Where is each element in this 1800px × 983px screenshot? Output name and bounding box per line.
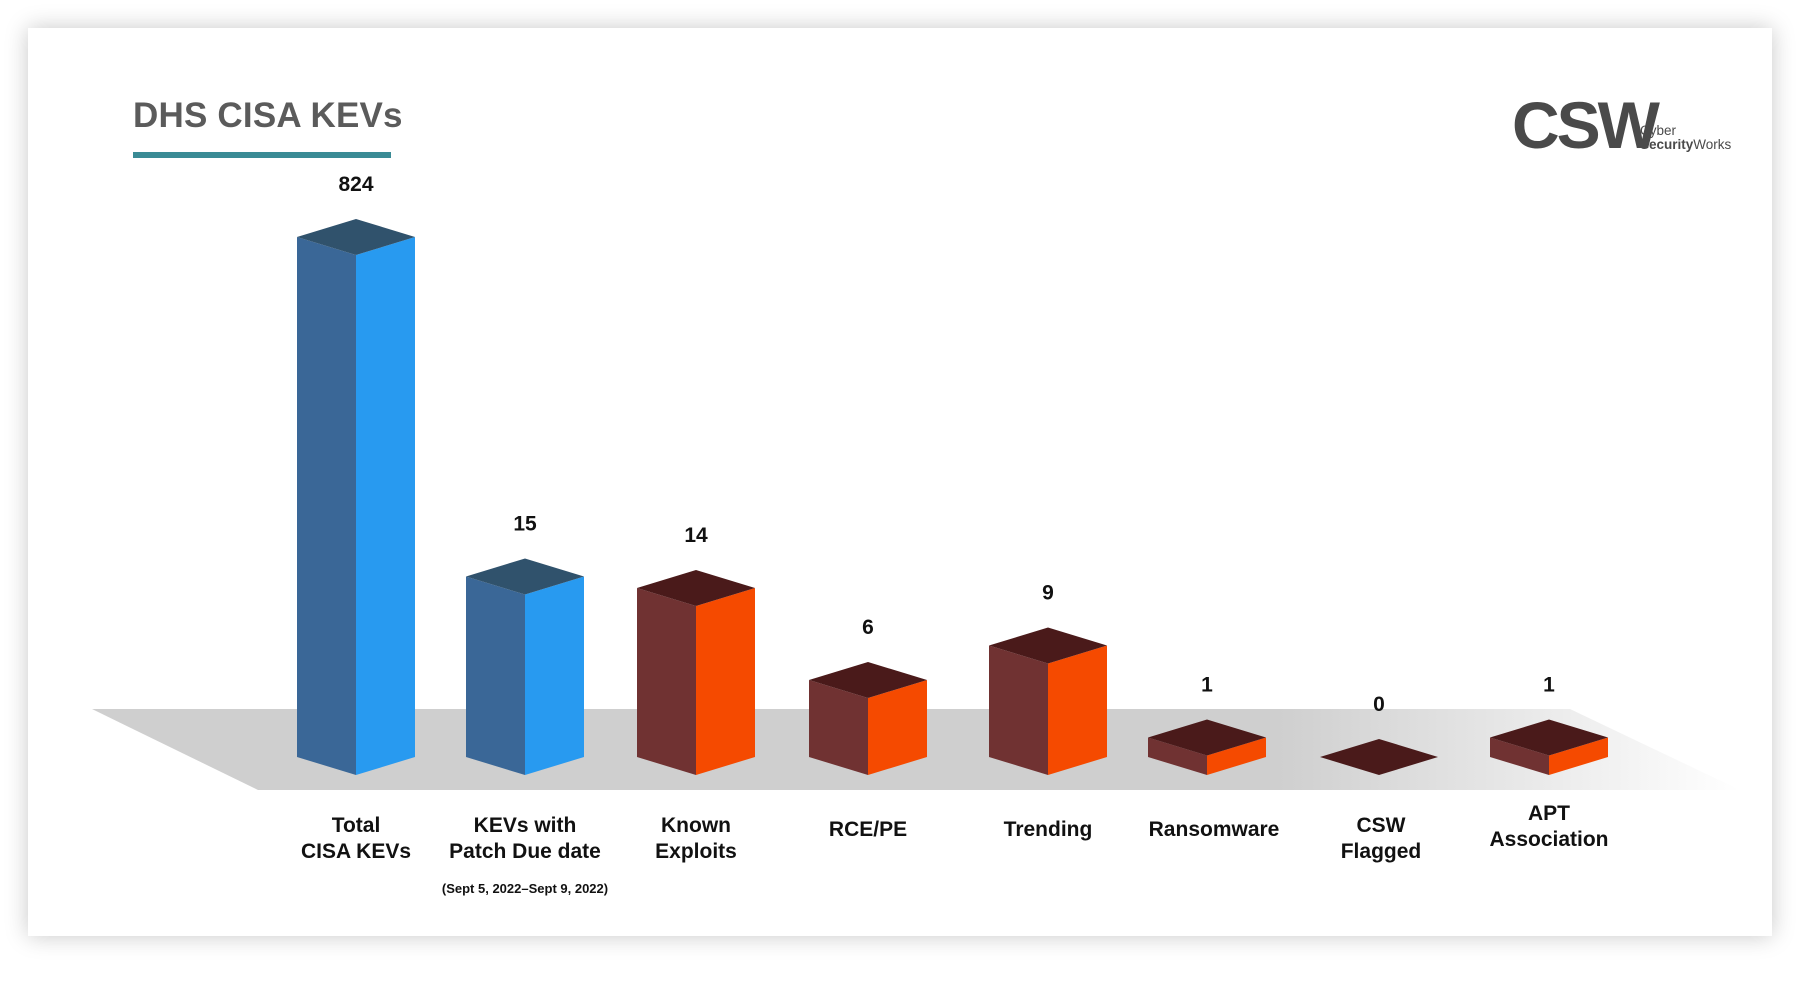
- category-label: CSW: [1357, 814, 1406, 837]
- bar-top-face: [637, 570, 755, 606]
- date-range-note: (Sept 5, 2022–Sept 9, 2022): [442, 881, 608, 896]
- title-underline: [133, 152, 391, 158]
- bar-front-face: [637, 588, 696, 775]
- category-label: CISA KEVs: [301, 840, 411, 863]
- bar-top-face: [1148, 719, 1266, 756]
- data-label: 6: [862, 616, 874, 639]
- bar-top-face: [989, 627, 1107, 664]
- bar-top-face: [466, 558, 584, 595]
- bar-6: [1320, 739, 1438, 775]
- data-label: 14: [684, 524, 708, 547]
- bar-7: [1490, 719, 1608, 775]
- category-label: Patch Due date: [449, 840, 601, 863]
- bar-side-face: [1549, 737, 1608, 775]
- bar-2: [637, 570, 755, 775]
- category-label: Total: [332, 814, 381, 837]
- category-label: KEVs with: [474, 814, 577, 837]
- category-label: Known: [661, 814, 731, 837]
- bar-0: [297, 219, 415, 775]
- category-label: Trending: [1004, 818, 1093, 841]
- logo-line2-bold: Security: [1640, 137, 1694, 152]
- bar-side-face: [1207, 737, 1266, 775]
- logo-line1: Cyber: [1640, 123, 1677, 138]
- bar-side-face: [356, 237, 415, 775]
- data-label: 824: [338, 173, 373, 196]
- bar-4: [989, 627, 1107, 775]
- data-label: 0: [1373, 693, 1385, 716]
- bar-top-face: [1320, 739, 1438, 775]
- bar-side-face: [525, 576, 584, 775]
- category-label: Association: [1489, 828, 1608, 851]
- category-label: APT: [1528, 802, 1570, 825]
- bar-side-face: [868, 680, 927, 775]
- logo-line2-rest: Works: [1693, 137, 1732, 152]
- bar-top-face: [809, 662, 927, 698]
- bar-front-face: [1490, 737, 1549, 775]
- category-label: RCE/PE: [829, 818, 907, 841]
- category-label: Ransomware: [1149, 818, 1280, 841]
- category-label: Flagged: [1341, 840, 1422, 863]
- bar-top-face: [1490, 719, 1608, 756]
- bar-front-face: [466, 576, 525, 775]
- bar-top-face: [297, 219, 415, 255]
- data-label: 1: [1543, 674, 1555, 697]
- bar-side-face: [1048, 645, 1107, 775]
- bar-front-face: [1148, 737, 1207, 775]
- data-label: 1: [1201, 674, 1213, 697]
- bar-side-face: [696, 588, 755, 775]
- bar-1: [466, 558, 584, 775]
- bar-front-face: [297, 237, 356, 775]
- bar-5: [1148, 719, 1266, 775]
- bar-front-face: [989, 645, 1048, 775]
- bar-3: [809, 662, 927, 775]
- logo-mark: CSW: [1512, 88, 1660, 162]
- category-label: Exploits: [655, 840, 737, 863]
- logo-wordmark: Cyber SecurityWorks: [1640, 124, 1731, 152]
- bar-front-face: [809, 680, 868, 775]
- data-label: 15: [513, 513, 537, 536]
- chart-title: DHS CISA KEVs: [133, 96, 403, 135]
- csw-logo: CSW Cyber SecurityWorks: [1512, 92, 1732, 158]
- data-label: 9: [1042, 582, 1054, 605]
